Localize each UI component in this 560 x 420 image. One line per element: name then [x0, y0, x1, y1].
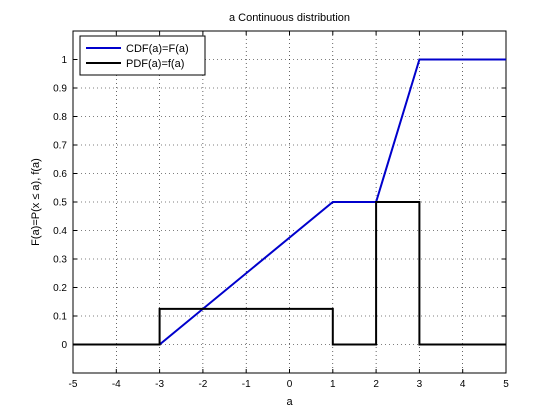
- ticks: -5 -4 -3 -2 -1 0 1 2 3 4 5 0 0.1 0.2 0.3 0.4 0.5 0.6 0.7 0.…: [53, 31, 509, 390]
- x-tick-label: -2: [198, 379, 207, 390]
- x-tick-label: 0: [287, 379, 293, 390]
- y-tick-label: 0: [61, 340, 67, 351]
- y-tick-label: 0.8: [53, 112, 67, 123]
- x-tick-label: 4: [460, 379, 466, 390]
- y-tick-label: 0.9: [53, 84, 67, 95]
- y-tick-label: 0.7: [53, 141, 67, 152]
- legend-box: [79, 35, 206, 76]
- series-line-2: [73, 201, 506, 346]
- y-tick-label: 0.4: [53, 226, 67, 237]
- x-tick-label: 3: [417, 379, 423, 390]
- x-tick-label: -4: [112, 379, 121, 390]
- y-tick-label: 0.6: [53, 169, 67, 180]
- x-tick-label: 2: [373, 379, 379, 390]
- y-tick-label: 0.1: [53, 312, 67, 323]
- y-tick-label: 0.3: [53, 255, 67, 266]
- x-axis-label: a: [286, 396, 293, 408]
- y-axis-label: F(a)=P(x ≤ a), f(a): [30, 158, 42, 246]
- x-tick-label: 5: [503, 379, 509, 390]
- y-tick-label: 0.2: [53, 283, 67, 294]
- y-tick-label: 1: [61, 55, 67, 66]
- series-layer: [73, 58, 506, 346]
- chart-title: a Continuous distribution: [229, 12, 350, 24]
- x-tick-label: -1: [242, 379, 251, 390]
- legend-label: PDF(a)=f(a): [126, 58, 184, 70]
- grid: [73, 31, 506, 373]
- x-tick-label: -3: [155, 379, 164, 390]
- legend: CDF(a)=F(a) PDF(a)=f(a): [79, 35, 206, 76]
- x-tick-label: 1: [330, 379, 336, 390]
- x-tick-label: -5: [69, 379, 78, 390]
- legend-label: CDF(a)=F(a): [126, 43, 189, 55]
- y-tick-label: 0.5: [53, 198, 67, 209]
